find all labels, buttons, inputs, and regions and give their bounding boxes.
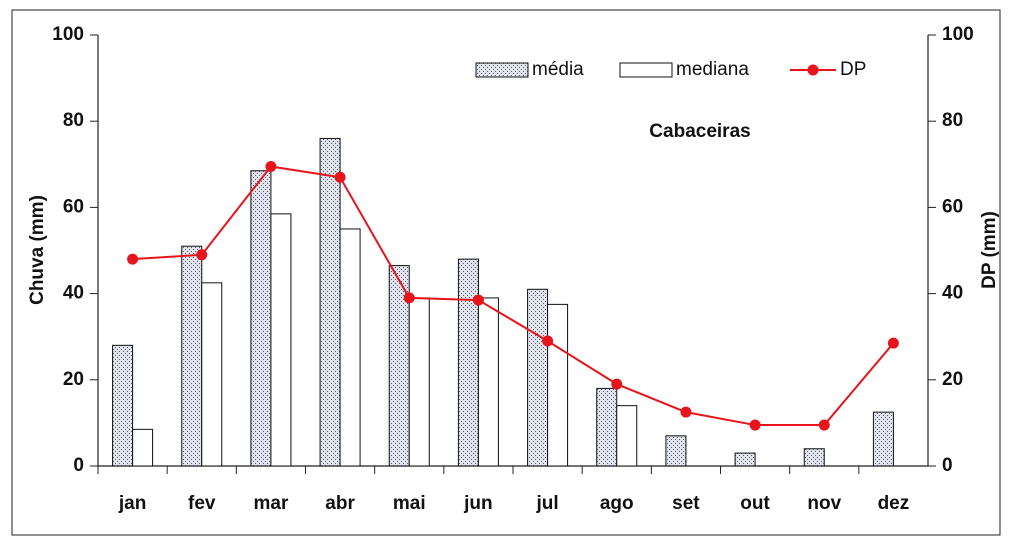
point xyxy=(127,253,139,265)
bar xyxy=(547,303,569,467)
y-tick-label: 80 xyxy=(63,110,84,131)
y2-tick-label: 40 xyxy=(942,283,963,304)
bar xyxy=(319,137,341,467)
y2-tick-label: 100 xyxy=(942,24,974,45)
x-tick-label: out xyxy=(740,493,770,514)
legend-swatch xyxy=(475,62,529,78)
y2-axis-title: DP (mm) xyxy=(979,211,1000,289)
point xyxy=(887,337,899,349)
line xyxy=(132,165,895,427)
point xyxy=(265,160,277,172)
point xyxy=(196,249,208,261)
bar xyxy=(132,428,154,467)
bar xyxy=(201,282,223,467)
x-tick-label: jun xyxy=(463,493,493,514)
bar xyxy=(477,297,499,467)
legend-swatch xyxy=(619,62,673,78)
x-tick-label: jan xyxy=(118,493,146,514)
x-tick-label: jul xyxy=(535,493,558,514)
bar xyxy=(339,228,361,467)
legend-label: DP xyxy=(840,59,866,80)
y-tick-label: 20 xyxy=(63,369,84,390)
x-tick-label: ago xyxy=(600,493,634,514)
y2-tick-label: 0 xyxy=(942,455,953,476)
x-tick-label: mar xyxy=(253,493,288,514)
bar xyxy=(665,435,687,467)
point xyxy=(403,292,415,304)
y2-tick-label: 80 xyxy=(942,110,963,131)
point xyxy=(334,171,346,183)
annotation: Cabaceiras xyxy=(649,121,750,142)
point xyxy=(472,294,484,306)
y2-tick-label: 20 xyxy=(942,369,963,390)
bar xyxy=(596,387,618,467)
chart-frame xyxy=(11,9,1001,536)
point xyxy=(611,378,623,390)
y-tick-label: 40 xyxy=(63,283,84,304)
bar xyxy=(734,452,756,467)
y2-tick-label: 60 xyxy=(942,196,963,217)
x-tick-label: abr xyxy=(325,493,355,514)
legend-label: média xyxy=(532,59,584,80)
legend-label: mediana xyxy=(676,59,749,80)
point xyxy=(680,406,692,418)
bar xyxy=(616,405,638,467)
x-tick-label: nov xyxy=(807,493,841,514)
point xyxy=(542,335,554,347)
point xyxy=(818,419,830,431)
y-tick-label: 0 xyxy=(73,455,84,476)
x-tick-label: set xyxy=(672,493,700,514)
bar xyxy=(408,297,430,467)
y-axis-title: Chuva (mm) xyxy=(27,195,48,305)
x-tick-label: dez xyxy=(878,493,910,514)
bar xyxy=(457,258,479,467)
bar xyxy=(250,170,272,467)
legend-marker xyxy=(807,64,819,76)
bar xyxy=(527,288,549,467)
y-tick-label: 100 xyxy=(52,24,84,45)
x-tick-label: mai xyxy=(393,493,426,514)
y-tick-label: 60 xyxy=(63,196,84,217)
bar xyxy=(872,411,894,467)
point xyxy=(749,419,761,431)
bar xyxy=(181,245,203,467)
bar xyxy=(112,344,134,467)
x-tick-label: fev xyxy=(188,493,216,514)
bar xyxy=(803,448,825,467)
bar xyxy=(270,213,292,467)
